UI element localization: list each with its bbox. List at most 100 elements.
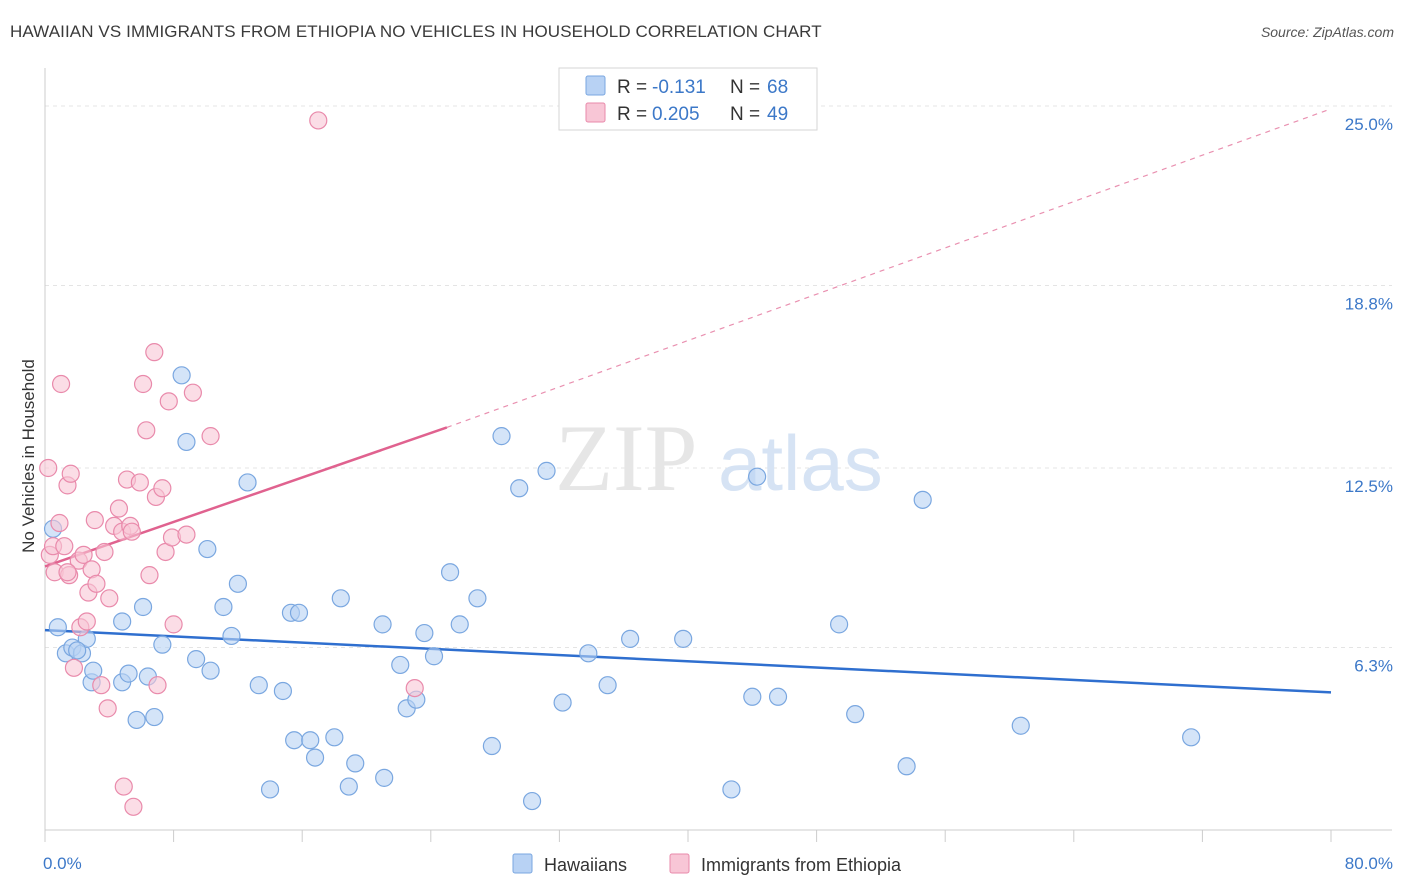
point-series-0 [674,629,693,648]
point-series-0 [153,635,172,654]
y-tick-label: 12.5% [1345,477,1393,496]
series-legend-swatch-ethiopia [669,853,690,874]
x-tick-label-max: 80.0% [1345,854,1393,873]
point-series-0 [522,791,542,811]
point-series-0 [273,681,293,701]
point-series-0 [468,589,487,608]
point-series-0 [222,626,241,646]
point-series-0 [325,728,344,747]
point-series-0 [897,757,916,776]
point-series-1 [109,499,129,518]
point-series-1 [148,676,167,695]
point-series-0 [228,574,247,593]
point-series-1 [133,374,153,394]
point-series-0 [48,618,67,637]
point-series-0 [391,655,410,675]
point-series-0 [553,693,572,712]
point-series-0 [172,366,191,385]
point-series-0 [301,731,320,750]
point-series-1 [164,615,183,634]
series-legend-label-hawaiians: Hawaiians [544,855,627,875]
series-legend-swatch-hawaiians [512,853,533,874]
x-tick-labels: 0.0% 80.0% [43,854,1393,873]
point-series-0 [748,467,767,486]
point-series-1 [87,574,106,593]
y-tick-label: 25.0% [1345,115,1393,134]
point-series-0 [510,479,529,498]
point-series-1 [58,563,77,582]
point-series-1 [130,473,149,492]
point-series-0 [289,603,309,622]
point-series-1 [98,699,117,718]
trend-line-1 [44,426,448,568]
legend-swatch-ethiopia [585,102,606,123]
y-tick-label: 6.3% [1354,657,1393,676]
trend-line-extension-1 [446,108,1332,428]
point-series-1 [145,343,164,362]
point-series-0 [1011,716,1030,735]
point-series-0 [846,705,865,724]
point-series-0 [492,427,511,446]
point-series-1 [137,421,156,440]
point-series-0 [598,676,617,695]
series-legend: Hawaiians Immigrants from Ethiopia [512,853,902,875]
point-series-1 [183,383,202,402]
point-series-0 [722,780,741,799]
point-series-0 [305,748,325,767]
point-series-1 [153,479,172,498]
series-legend-label-ethiopia: Immigrants from Ethiopia [701,855,902,875]
point-series-0 [450,615,469,634]
trend-lines [44,108,1332,694]
point-series-0 [127,710,146,730]
point-series-1 [64,658,84,677]
point-series-0 [375,768,394,787]
point-series-0 [830,615,849,634]
point-series-1 [51,374,71,394]
legend-n-value-0: 68 [767,77,788,98]
point-series-1 [95,542,114,562]
point-series-0 [537,461,556,480]
axes [44,68,1392,842]
point-series-0 [145,707,164,727]
point-series-1 [74,545,93,564]
point-series-0 [187,650,206,669]
point-series-0 [482,736,501,756]
point-series-0 [177,432,196,452]
point-series-0 [339,777,358,796]
point-series-0 [440,563,460,582]
legend-n-label-1: N = [730,104,760,125]
point-series-0 [1182,728,1201,747]
point-series-1 [140,566,159,585]
point-series-0 [768,687,788,706]
point-series-1 [39,458,58,478]
point-series-0 [913,490,932,509]
point-series-0 [214,597,233,617]
point-series-1 [85,511,104,530]
point-series-0 [621,629,640,648]
source-label: Source: ZipAtlas.com [1260,24,1394,40]
legend-swatch-hawaiians [585,75,606,96]
point-series-1 [100,589,119,608]
point-series-1 [177,525,196,544]
point-series-0 [743,687,762,706]
watermark-atlas: atlas [718,419,883,507]
watermark-zip: ZIP [555,405,698,511]
point-series-0 [260,780,280,799]
legend-n-value-1: 49 [767,104,788,125]
legend-r-value-1: 0.205 [652,104,700,125]
data-points [39,111,1201,816]
y-tick-labels: 6.3% 12.5% 18.8% 25.0% [1345,115,1393,676]
legend-r-value-0: -0.131 [652,77,706,98]
point-series-0 [198,539,217,559]
x-tick-label-min: 0.0% [43,854,82,873]
point-series-0 [113,612,132,631]
point-series-1 [55,537,74,556]
point-series-0 [68,641,87,660]
point-series-0 [579,644,598,663]
point-series-0 [373,615,392,634]
point-series-0 [84,661,103,680]
point-series-1 [50,513,69,533]
trend-line-0 [44,628,1332,694]
point-series-0 [424,647,444,666]
